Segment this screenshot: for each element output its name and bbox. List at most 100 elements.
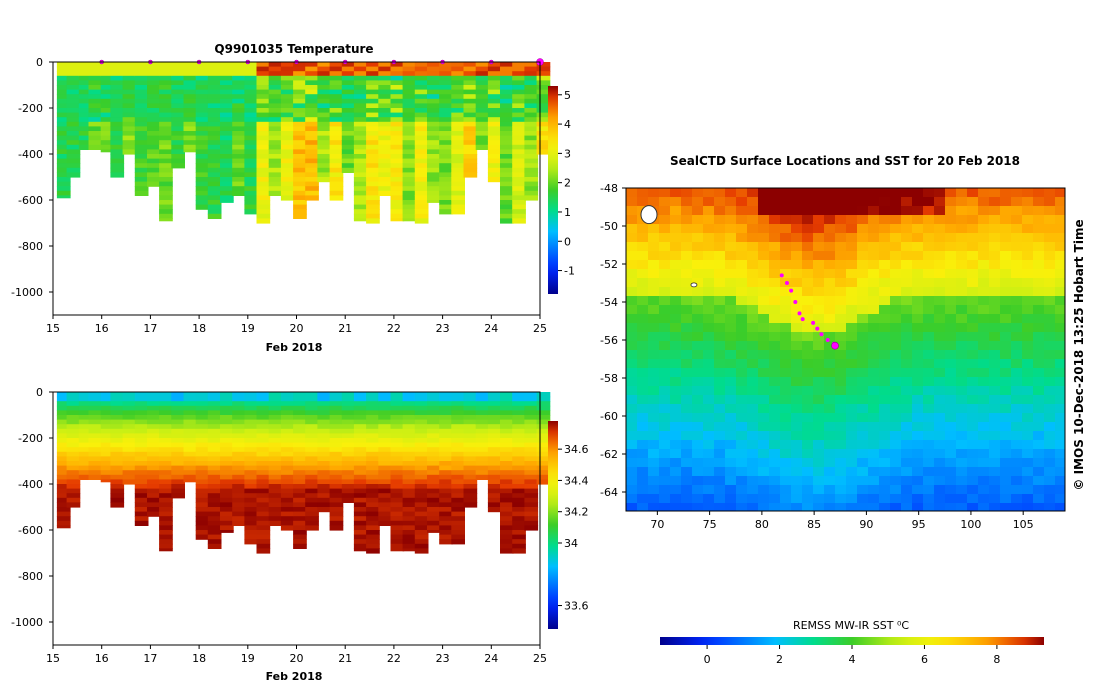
section-cell [147, 474, 161, 480]
section-cell [487, 396, 502, 402]
section-cell [195, 488, 210, 494]
section-cell [134, 177, 149, 183]
section-cell [195, 456, 210, 462]
sst-cell [626, 233, 638, 243]
section-cell [147, 484, 161, 490]
section-cell [329, 112, 344, 118]
section-cell [100, 433, 115, 439]
section-cell [390, 479, 405, 485]
section-cell [463, 465, 478, 471]
section-cell [536, 135, 551, 141]
section-cell [110, 167, 125, 173]
section-cell [329, 442, 344, 448]
section-cell [88, 98, 103, 104]
section-cell [159, 108, 173, 114]
sst-cell [824, 440, 836, 450]
section-cell [487, 121, 502, 127]
sst-cell [945, 224, 957, 234]
section-cell [427, 488, 441, 494]
sst-cell [681, 341, 693, 351]
sst-cell [879, 323, 891, 333]
section-cell [268, 94, 283, 100]
section-cell [366, 195, 380, 201]
sst-cell [1011, 404, 1023, 414]
x-tick-label: 100 [960, 518, 981, 531]
section-cell [268, 410, 283, 416]
section-cell [402, 488, 417, 494]
section-cell [475, 470, 490, 476]
section-cell [256, 470, 271, 476]
section-cell [439, 186, 453, 192]
section-cell [293, 410, 307, 416]
sst-cell [1011, 233, 1023, 243]
section-cell [88, 396, 103, 402]
section-cell [110, 392, 125, 398]
section-cell [378, 98, 392, 104]
section-cell [78, 419, 93, 425]
sst-cell [626, 197, 638, 207]
section-cell [110, 131, 125, 137]
section-cell [207, 85, 222, 91]
section-cell [195, 158, 210, 164]
sst-cell [670, 269, 682, 279]
section-cell [195, 438, 210, 444]
sst-cell [813, 395, 825, 405]
sst-cell [901, 449, 913, 459]
sst-cell [692, 431, 704, 441]
section-cell [56, 442, 71, 448]
sst-cell [813, 224, 825, 234]
sst-cell [692, 413, 704, 423]
sst-cell [670, 332, 682, 342]
section-cell [524, 497, 539, 503]
sst-cell [989, 323, 1001, 333]
section-cell [390, 108, 405, 114]
section-cell [293, 442, 307, 448]
section-cell [183, 98, 198, 104]
section-cell [378, 433, 392, 439]
sst-cell [670, 215, 682, 225]
section-cell [427, 163, 441, 169]
section-cell [512, 433, 526, 439]
sst-cell [1011, 350, 1023, 360]
section-cell [293, 539, 307, 545]
sst-cell [846, 197, 858, 207]
sst-cell [659, 332, 671, 342]
sst-cell [956, 404, 968, 414]
section-cell [536, 447, 551, 453]
sst-cell [923, 287, 935, 297]
sst-cell [769, 368, 781, 378]
sst-cell [835, 278, 847, 288]
section-cell [439, 121, 453, 127]
section-cell [366, 108, 380, 114]
section-cell [427, 461, 441, 467]
section-cell [256, 218, 271, 224]
section-cell [88, 433, 103, 439]
sst-cell [714, 296, 726, 306]
colorbar-tick-label: 2 [564, 177, 571, 190]
section-cell [159, 493, 173, 499]
section-cell [305, 461, 319, 467]
sst-cell [967, 332, 979, 342]
sst-cell [725, 305, 737, 315]
section-cell [66, 461, 81, 467]
section-cell [427, 497, 441, 503]
section-cell [305, 112, 319, 118]
section-cell [500, 66, 514, 72]
section-cell [171, 98, 185, 104]
section-cell [159, 80, 173, 86]
section-cell [536, 89, 551, 95]
section-cell [232, 172, 246, 178]
sst-cell [681, 242, 693, 252]
section-cell [402, 126, 417, 132]
section-cell [183, 396, 198, 402]
section-cell [451, 94, 465, 100]
section-cell [378, 103, 392, 109]
sst-cell [747, 341, 759, 351]
section-cell [268, 121, 283, 127]
section-cell [439, 447, 453, 453]
section-cell [78, 456, 93, 462]
section-cell [353, 66, 368, 72]
sst-cell [912, 485, 924, 495]
section-cell [378, 410, 392, 416]
sst-cell [901, 467, 913, 477]
